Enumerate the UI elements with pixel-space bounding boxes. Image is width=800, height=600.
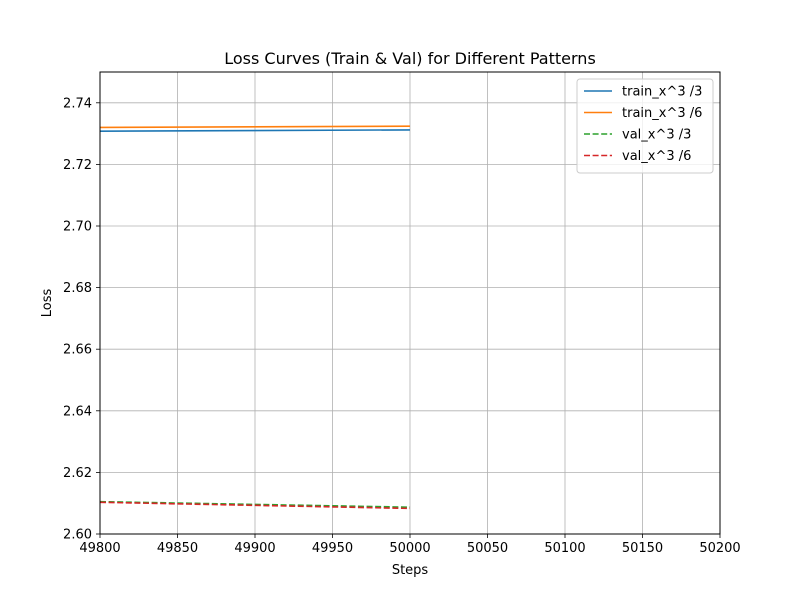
legend-box <box>576 78 714 174</box>
x-tick-label: 50000 <box>389 541 430 556</box>
y-tick-label: 2.66 <box>63 343 92 358</box>
legend: train_x^3 /3 train_x^3 /6 val_x^3 /3 val_x^… <box>576 78 714 174</box>
x-tick-label: 49850 <box>157 541 198 556</box>
y-tick-label: 2.72 <box>63 158 92 173</box>
y-tick-label: 2.68 <box>63 281 92 296</box>
x-tick-label: 49800 <box>79 541 120 556</box>
series-line-train-x-3-3 <box>99 129 411 132</box>
x-tick-label: 49950 <box>312 541 353 556</box>
x-tick-label: 50100 <box>544 541 585 556</box>
legend-label: train_x^3 /3 <box>622 85 702 100</box>
y-tick-label: 2.62 <box>63 466 92 481</box>
y-tick-label: 2.60 <box>63 528 92 543</box>
series-line-val-x-3-6 <box>99 501 411 510</box>
y-tick-label: 2.70 <box>63 220 92 235</box>
chart-title: Loss Curves (Train & Val) for Different … <box>224 49 596 68</box>
y-axis-label: Loss <box>40 289 55 318</box>
x-tick-label: 49900 <box>234 541 275 556</box>
legend-label: val_x^3 /3 <box>622 128 691 143</box>
ticks: 49800 49850 49900 49950 50000 50050 50100 50150… <box>63 96 741 556</box>
series-line-train-x-3-6 <box>99 125 411 129</box>
legend-label: val_x^3 /6 <box>622 149 691 164</box>
y-tick-label: 2.64 <box>63 404 92 419</box>
y-tick-label: 2.74 <box>63 96 92 111</box>
series-lines <box>99 125 411 510</box>
legend-label: train_x^3 /6 <box>622 106 702 121</box>
x-tick-label: 50200 <box>699 541 740 556</box>
x-tick-label: 50050 <box>467 541 508 556</box>
x-axis-label: Steps <box>392 563 429 578</box>
x-tick-label: 50150 <box>622 541 663 556</box>
